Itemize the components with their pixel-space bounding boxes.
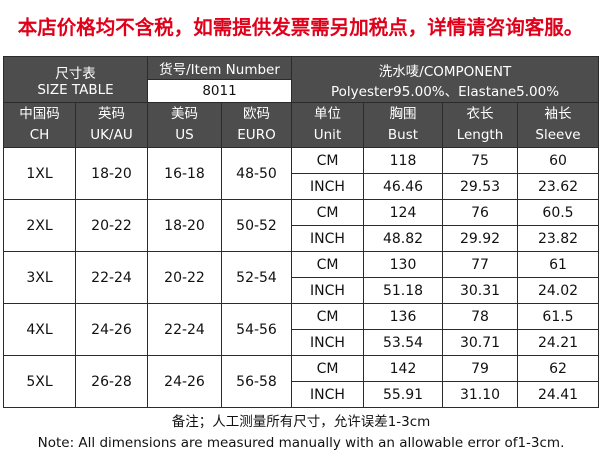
column-header-row: 中国码 CH 英码 UK/AU 美码 US 欧码 EURO 单位 Unit 胸围 Bust … bbox=[3, 102, 600, 148]
sleeve-cm: 60 bbox=[516, 147, 600, 174]
bust-inch: 46.46 bbox=[363, 173, 443, 200]
size-uk: 22-24 bbox=[75, 251, 148, 304]
column-header-sleeve: 袖长 Sleeve bbox=[516, 102, 600, 148]
note-en: Note: All dimensions are measured manual… bbox=[37, 435, 565, 451]
bust-inch: 48.82 bbox=[363, 225, 443, 252]
table-row: INCH 55.91 31.10 24.41 bbox=[4, 381, 600, 408]
column-header-length: 衣长 Length bbox=[442, 102, 518, 148]
length-inch: 29.92 bbox=[442, 225, 518, 252]
item-number-value: 8011 bbox=[147, 79, 292, 103]
table-row: 2XL 20-22 18-20 50-52 CM 124 76 60.5 bbox=[3, 199, 600, 252]
size-table-title-en: SIZE TABLE bbox=[37, 81, 114, 98]
table-row: 3XL 22-24 20-22 52-54 CM 130 77 61 bbox=[3, 251, 600, 304]
sleeve-inch: 23.62 bbox=[516, 173, 600, 200]
bust-cm: 142 bbox=[363, 355, 443, 382]
component-label: 洗水唛/COMPONENT bbox=[378, 63, 512, 80]
sleeve-cm: 62 bbox=[516, 355, 600, 382]
sleeve-cm: 60.5 bbox=[516, 199, 600, 226]
size-ch: 3XL bbox=[3, 251, 76, 304]
bust-inch: 51.18 bbox=[363, 277, 443, 304]
sleeve-cm: 61.5 bbox=[516, 303, 600, 330]
bust-cm: 124 bbox=[363, 199, 443, 226]
note-cn: 备注；人工测量所有尺寸，允许误差1-3cm bbox=[3, 407, 599, 432]
column-header-uk: 英码 UK/AU bbox=[75, 102, 148, 148]
size-uk: 26-28 bbox=[75, 355, 148, 408]
size-table: 尺寸表 SIZE TABLE 货号/Item Number 洗水唛/COMPON… bbox=[3, 56, 600, 454]
table-row: INCH 46.46 29.53 23.62 bbox=[4, 173, 600, 200]
size-euro: 54-56 bbox=[221, 303, 292, 356]
sleeve-inch: 23.82 bbox=[516, 225, 600, 252]
length-cm: 76 bbox=[442, 199, 518, 226]
bust-cm: 136 bbox=[363, 303, 443, 330]
sleeve-cm: 61 bbox=[516, 251, 600, 278]
table-row: 5XL 26-28 24-26 56-58 CM 142 79 62 bbox=[3, 355, 600, 408]
length-inch: 31.10 bbox=[442, 381, 518, 408]
table-row: 1XL 18-20 16-18 48-50 CM 118 75 60 bbox=[3, 147, 600, 200]
column-header-us: 美码 US bbox=[147, 102, 222, 148]
bust-cm: 130 bbox=[363, 251, 443, 278]
size-us: 18-20 bbox=[147, 199, 222, 252]
bust-inch: 53.54 bbox=[363, 329, 443, 356]
length-inch: 29.53 bbox=[442, 173, 518, 200]
size-us: 22-24 bbox=[147, 303, 222, 356]
size-euro: 52-54 bbox=[221, 251, 292, 304]
unit-cm: CM bbox=[291, 251, 364, 278]
size-euro: 56-58 bbox=[221, 355, 292, 408]
length-cm: 78 bbox=[442, 303, 518, 330]
size-ch: 5XL bbox=[3, 355, 76, 408]
size-euro: 48-50 bbox=[221, 147, 292, 200]
length-inch: 30.31 bbox=[442, 277, 518, 304]
sleeve-inch: 24.41 bbox=[516, 381, 600, 408]
header-row-1: 尺寸表 SIZE TABLE 货号/Item Number 洗水唛/COMPON… bbox=[3, 56, 600, 103]
size-us: 16-18 bbox=[147, 147, 222, 200]
unit-inch: INCH bbox=[291, 173, 364, 200]
size-table-title: 尺寸表 SIZE TABLE bbox=[3, 56, 148, 103]
note-row-cn: 备注；人工测量所有尺寸，允许误差1-3cm bbox=[3, 407, 599, 432]
bust-inch: 55.91 bbox=[363, 381, 443, 408]
unit-inch: INCH bbox=[291, 225, 364, 252]
sleeve-inch: 24.02 bbox=[516, 277, 600, 304]
note-row-en: Note: All dimensions are measured manual… bbox=[4, 432, 599, 454]
size-table-title-cn: 尺寸表 bbox=[55, 65, 96, 82]
column-header-euro: 欧码 EURO bbox=[221, 102, 292, 148]
length-cm: 75 bbox=[442, 147, 518, 174]
size-uk: 20-22 bbox=[75, 199, 148, 252]
bust-cm: 118 bbox=[363, 147, 443, 174]
unit-cm: CM bbox=[291, 303, 364, 330]
unit-cm: CM bbox=[291, 147, 364, 174]
item-number-label: 货号/Item Number bbox=[147, 56, 292, 80]
unit-cm: CM bbox=[291, 355, 364, 382]
size-us: 20-22 bbox=[147, 251, 222, 304]
component-cell: 洗水唛/COMPONENT Polyester95.00%、Elastane5.… bbox=[290, 56, 600, 103]
size-ch: 1XL bbox=[3, 147, 76, 200]
size-euro: 50-52 bbox=[221, 199, 292, 252]
unit-cm: CM bbox=[291, 199, 364, 226]
unit-inch: INCH bbox=[291, 381, 364, 408]
table-row: INCH 53.54 30.71 24.21 bbox=[4, 329, 600, 356]
column-header-bust: 胸围 Bust bbox=[363, 102, 443, 148]
length-cm: 79 bbox=[442, 355, 518, 382]
column-header-ch: 中国码 CH bbox=[3, 102, 76, 148]
size-ch: 4XL bbox=[3, 303, 76, 356]
length-cm: 77 bbox=[442, 251, 518, 278]
tax-notice: 本店价格均不含税，如需提供发票需另加税点，详情请咨询客服。 bbox=[17, 16, 584, 39]
size-ch: 2XL bbox=[3, 199, 76, 252]
unit-inch: INCH bbox=[291, 277, 364, 304]
table-row: 4XL 24-26 22-24 54-56 CM 136 78 61.5 bbox=[3, 303, 600, 356]
unit-inch: INCH bbox=[291, 329, 364, 356]
size-us: 24-26 bbox=[147, 355, 222, 408]
sleeve-inch: 24.21 bbox=[516, 329, 600, 356]
size-uk: 24-26 bbox=[75, 303, 148, 356]
component-value: Polyester95.00%、Elastane5.00% bbox=[331, 83, 560, 100]
column-header-unit: 单位 Unit bbox=[291, 102, 364, 148]
size-uk: 18-20 bbox=[75, 147, 148, 200]
length-inch: 30.71 bbox=[442, 329, 518, 356]
header-row-2: 8011 bbox=[4, 79, 599, 103]
